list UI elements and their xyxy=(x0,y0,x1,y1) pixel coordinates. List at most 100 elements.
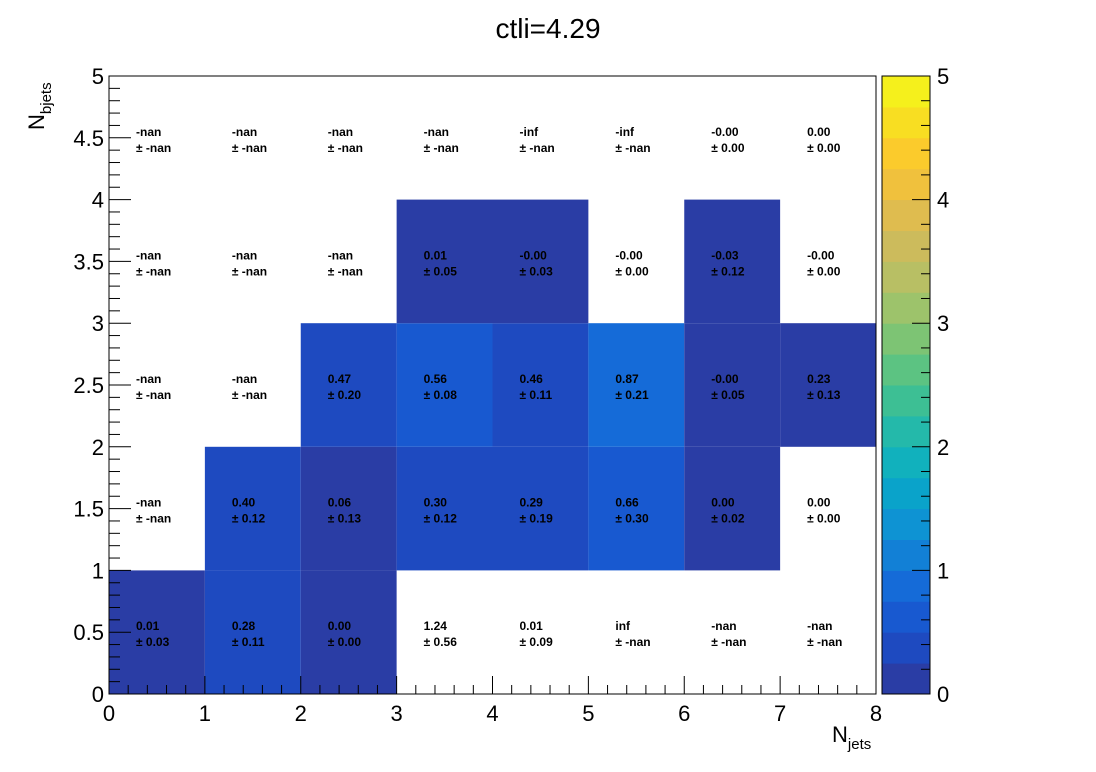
cell-error-label: ± 0.05 xyxy=(711,388,745,402)
colorbar-tick-label: 5 xyxy=(937,64,949,89)
cell-error-label: ± 0.00 xyxy=(328,635,362,649)
cell-value-label: 0.29 xyxy=(520,496,544,510)
cell-error-label: ± 0.00 xyxy=(807,264,841,278)
heatmap-cell xyxy=(588,446,685,571)
cell-error-label: ± -nan xyxy=(520,141,555,155)
colorbar-segment xyxy=(882,477,930,510)
y-tick-label: 0 xyxy=(92,682,104,707)
y-tick-label: 3 xyxy=(92,311,104,336)
heatmap-cell xyxy=(492,199,589,324)
cell-value-label: 0.40 xyxy=(232,496,256,510)
heatmap-cell xyxy=(492,446,589,571)
colorbar-tick-label: 1 xyxy=(937,558,949,583)
heatmap-cell xyxy=(684,323,781,447)
heatmap-cell xyxy=(300,570,397,694)
cell-value-label: 0.66 xyxy=(615,496,639,510)
cell-value-label: -0.00 xyxy=(711,125,739,139)
cell-value-label: 0.00 xyxy=(807,125,831,139)
cell-error-label: ± -nan xyxy=(424,141,459,155)
y-tick-label: 2 xyxy=(92,435,104,460)
cell-error-label: ± -nan xyxy=(136,388,171,402)
y-tick-label: 2.5 xyxy=(73,373,104,398)
cell-value-label: 0.28 xyxy=(232,619,256,633)
colorbar-segment xyxy=(882,168,930,201)
cell-error-label: ± 0.11 xyxy=(232,635,265,649)
cell-value-label: -0.00 xyxy=(520,248,548,262)
cell-value-label: -nan xyxy=(807,619,832,633)
cell-value-label: -nan xyxy=(424,125,449,139)
cell-error-label: ± 0.21 xyxy=(615,388,649,402)
cell-value-label: 0.30 xyxy=(424,496,448,510)
cell-error-label: ± 0.03 xyxy=(520,264,554,278)
cell-error-label: ± 0.13 xyxy=(328,512,362,526)
y-axis-title: Nbjets xyxy=(24,82,55,130)
cell-value-label: -nan xyxy=(136,248,161,262)
cell-error-label: ± 0.11 xyxy=(520,388,553,402)
cell-value-label: -nan xyxy=(711,619,736,633)
x-tick-label: 8 xyxy=(870,701,882,726)
cell-error-label: ± -nan xyxy=(328,264,363,278)
cell-value-label: -nan xyxy=(328,248,353,262)
y-tick-label: 4.5 xyxy=(73,126,104,151)
cell-error-label: ± -nan xyxy=(232,141,267,155)
cell-value-label: -inf xyxy=(615,125,635,139)
colorbar-segment xyxy=(882,632,930,664)
y-tick-label: 1.5 xyxy=(73,497,104,522)
cell-error-label: ± -nan xyxy=(711,635,746,649)
cell-value-label: -0.00 xyxy=(615,248,643,262)
cell-value-label: 0.06 xyxy=(328,496,352,510)
cell-error-label: ± -nan xyxy=(232,264,267,278)
colorbar-tick-label: 2 xyxy=(937,435,949,460)
heatmap-cell xyxy=(684,199,781,324)
heatmap-cell xyxy=(396,323,493,447)
cell-value-label: -nan xyxy=(232,372,257,386)
x-tick-label: 2 xyxy=(295,701,307,726)
cell-value-label: -nan xyxy=(232,125,257,139)
heatmap-cell xyxy=(684,446,781,571)
cell-error-label: ± 0.00 xyxy=(807,512,841,526)
x-tick-label: 4 xyxy=(486,701,498,726)
x-tick-label: 5 xyxy=(582,701,594,726)
y-tick-label: 0.5 xyxy=(73,620,104,645)
colorbar-segment xyxy=(882,415,930,448)
heatmap-cell xyxy=(492,323,589,447)
x-tick-label: 1 xyxy=(199,701,211,726)
cell-error-label: ± -nan xyxy=(615,141,650,155)
y-tick-label: 5 xyxy=(92,64,104,89)
cell-value-label: -nan xyxy=(136,372,161,386)
colorbar-segment xyxy=(882,663,930,695)
cell-error-label: ± -nan xyxy=(615,635,650,649)
cell-error-label: ± 0.13 xyxy=(807,388,841,402)
axes: 0 1 2 3 4 5 6 7 8 0 0.5 1 1.5 2 2.5 3 3.5 4 4.5 5 xyxy=(73,64,882,726)
cell-error-label: ± -nan xyxy=(807,635,842,649)
colorbar-segment xyxy=(882,539,930,571)
colorbar-segment xyxy=(882,354,930,386)
cell-error-label: ± 0.56 xyxy=(424,635,458,649)
colorbar-segment xyxy=(882,601,930,633)
cell-value-label: 0.47 xyxy=(328,372,352,386)
colorbar-segment xyxy=(882,323,930,355)
cell-value-label: 1.24 xyxy=(424,619,448,633)
colorbar-border xyxy=(881,75,931,695)
cell-error-label: ± 0.20 xyxy=(328,388,362,402)
colorbar-segment xyxy=(882,261,930,293)
cell-error-label: ± 0.00 xyxy=(615,264,649,278)
x-tick-label: 0 xyxy=(103,701,115,726)
cell-value-label: 0.87 xyxy=(615,372,639,386)
cell-error-label: ± -nan xyxy=(328,141,363,155)
heatmap-cell xyxy=(204,570,301,694)
cell-error-label: ± 0.12 xyxy=(711,264,745,278)
cell-value-label: 0.46 xyxy=(520,372,544,386)
heatmap-cells: 0.01 ± 0.03 0.28 ± 0.11 0.00 ± 0.00 1.24 ± 0.56… xyxy=(109,125,876,694)
cell-error-label: ± 0.08 xyxy=(424,388,458,402)
cell-value-label: -0.03 xyxy=(711,248,739,262)
colorbar-tick-label: 0 xyxy=(937,682,949,707)
colorbar-segment xyxy=(882,446,930,479)
cell-error-label: ± -nan xyxy=(136,264,171,278)
cell-error-label: ± -nan xyxy=(232,388,267,402)
cell-value-label: 0.00 xyxy=(328,619,352,633)
cell-error-label: ± 0.12 xyxy=(232,512,266,526)
x-axis-title: Njets xyxy=(832,722,871,753)
heatmap-cell xyxy=(300,323,397,447)
